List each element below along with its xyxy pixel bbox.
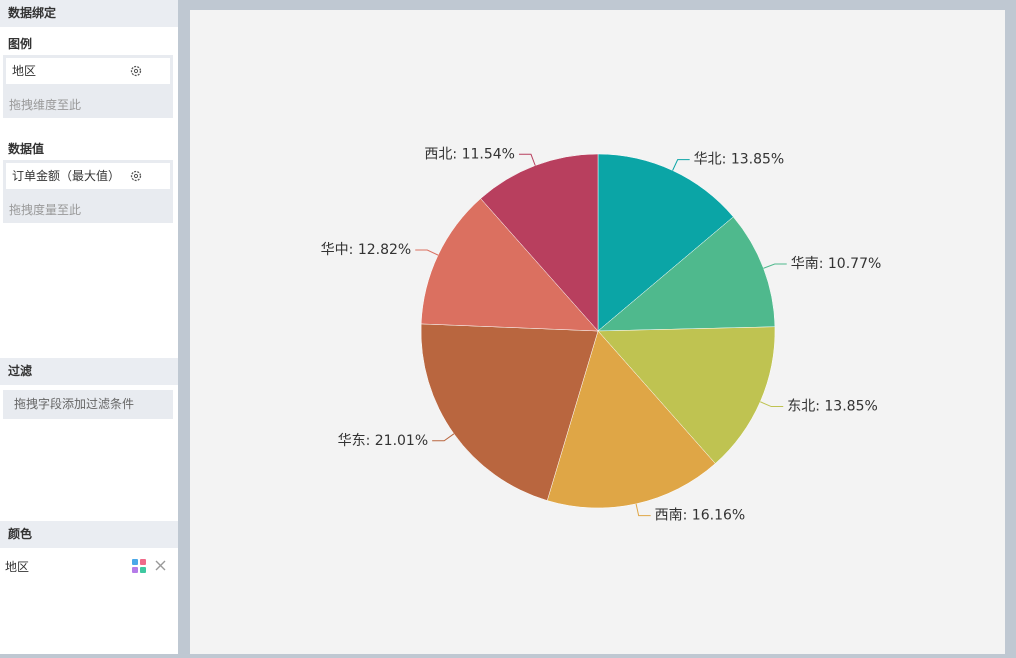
sidebar: 数据绑定 图例 地区 拖拽维度至此 数据值 订单金额（最大值） 拖拽度量至此 过… xyxy=(0,0,178,654)
pie-slice xyxy=(420,198,599,332)
pie-slice xyxy=(546,330,716,509)
section-header: 颜色 xyxy=(0,521,178,548)
field-pill[interactable]: 地区 xyxy=(6,58,170,84)
settings-icon[interactable] xyxy=(130,170,142,182)
label-line xyxy=(432,433,455,442)
close-icon[interactable] xyxy=(155,560,166,571)
palette-icon[interactable] xyxy=(140,567,146,573)
color-field: 地区 xyxy=(5,560,30,574)
section-label: 图例 xyxy=(8,37,33,51)
field-name: 地区 xyxy=(12,64,37,78)
label-line xyxy=(672,159,690,171)
palette-icon[interactable] xyxy=(140,559,146,565)
chart-panel: 华北: 13.85% 华南: 10.77% 东北: 13.85% 西南: 16.16%… xyxy=(190,10,1005,654)
settings-icon[interactable] xyxy=(130,65,142,77)
label-line xyxy=(415,249,439,256)
drop-zone[interactable]: 地区 拖拽维度至此 xyxy=(3,55,173,118)
pie-slice xyxy=(597,153,734,332)
section-header: 过滤 xyxy=(0,358,178,385)
label-line xyxy=(763,263,787,269)
palette-icon[interactable] xyxy=(132,559,138,565)
placeholder: 拖拽维度至此 xyxy=(9,98,82,112)
data-label: 西北: 11.54% xyxy=(424,146,515,162)
filter-drop-zone[interactable]: 拖拽字段添加过滤条件 xyxy=(3,390,173,419)
pie-slice xyxy=(597,216,776,332)
label-line xyxy=(760,401,784,408)
label-line xyxy=(635,503,651,517)
data-label: 西南: 16.16% xyxy=(655,508,746,524)
palette-icon[interactable] xyxy=(132,567,138,573)
data-label: 华东: 21.01% xyxy=(338,433,429,449)
data-label: 华中: 12.82% xyxy=(321,242,412,258)
section-label: 数据值 xyxy=(8,142,45,156)
data-label: 华南: 10.77% xyxy=(791,256,882,272)
placeholder: 拖拽度量至此 xyxy=(9,203,82,217)
data-label: 华北: 13.85% xyxy=(694,152,785,168)
drop-zone[interactable]: 订单金额（最大值） 拖拽度量至此 xyxy=(3,160,173,223)
field-pill[interactable]: 订单金额（最大值） xyxy=(6,163,170,189)
data-label: 东北: 13.85% xyxy=(787,399,878,415)
section-header: 数据绑定 xyxy=(0,0,178,27)
label-line xyxy=(518,153,536,166)
chart: 华北: 13.85% 华南: 10.77% 东北: 13.85% 西南: 16.16%… xyxy=(321,146,882,524)
field-name: 订单金额（最大值） xyxy=(12,169,121,183)
color-controls xyxy=(132,559,166,573)
